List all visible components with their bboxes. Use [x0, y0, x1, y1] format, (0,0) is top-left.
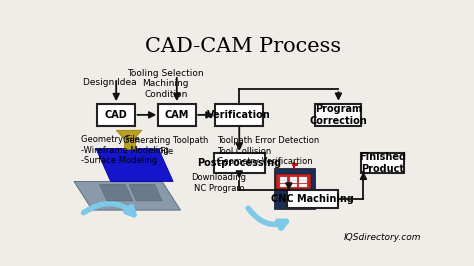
- FancyBboxPatch shape: [316, 104, 361, 126]
- Text: Design Idea: Design Idea: [83, 78, 137, 87]
- Polygon shape: [74, 181, 181, 210]
- FancyBboxPatch shape: [300, 180, 307, 183]
- Text: Finished
Product: Finished Product: [359, 152, 406, 174]
- Text: Geometry File
-Wireframe Modeling
-Surface Modeling: Geometry File -Wireframe Modeling -Surfa…: [82, 135, 169, 165]
- FancyBboxPatch shape: [300, 177, 307, 180]
- Text: Verification: Verification: [208, 110, 271, 120]
- Text: Tooling Selection
Machining
Condition: Tooling Selection Machining Condition: [128, 69, 204, 99]
- FancyBboxPatch shape: [280, 184, 287, 187]
- Text: Program
Correction: Program Correction: [310, 104, 367, 126]
- FancyBboxPatch shape: [274, 168, 315, 209]
- FancyBboxPatch shape: [97, 104, 136, 126]
- FancyBboxPatch shape: [290, 184, 297, 187]
- Text: Postprocessing: Postprocessing: [197, 158, 281, 168]
- FancyBboxPatch shape: [276, 174, 311, 189]
- Text: IQSdirectory.com: IQSdirectory.com: [344, 233, 421, 242]
- Polygon shape: [129, 185, 162, 201]
- FancyBboxPatch shape: [300, 184, 307, 187]
- FancyBboxPatch shape: [215, 104, 263, 126]
- FancyBboxPatch shape: [157, 104, 196, 126]
- Text: CAD-CAM Process: CAD-CAM Process: [145, 37, 341, 56]
- Text: CNC Machining: CNC Machining: [271, 194, 354, 204]
- Polygon shape: [100, 185, 133, 201]
- Text: CAM: CAM: [164, 110, 189, 120]
- Polygon shape: [124, 138, 135, 149]
- FancyBboxPatch shape: [290, 180, 297, 183]
- FancyBboxPatch shape: [361, 153, 404, 173]
- FancyBboxPatch shape: [280, 177, 287, 180]
- FancyBboxPatch shape: [280, 180, 287, 183]
- FancyBboxPatch shape: [213, 153, 265, 173]
- Text: Generating Toolpath
File: Generating Toolpath File: [123, 136, 209, 156]
- Text: Toolpath Error Detection
Tool Collision
Geometry Verificartion: Toolpath Error Detection Tool Collision …: [217, 136, 319, 166]
- FancyBboxPatch shape: [290, 177, 297, 180]
- Text: Downloading
NC Program: Downloading NC Program: [191, 173, 246, 193]
- Polygon shape: [116, 130, 142, 138]
- Polygon shape: [96, 149, 173, 181]
- FancyBboxPatch shape: [287, 190, 338, 207]
- Text: CAD: CAD: [105, 110, 128, 120]
